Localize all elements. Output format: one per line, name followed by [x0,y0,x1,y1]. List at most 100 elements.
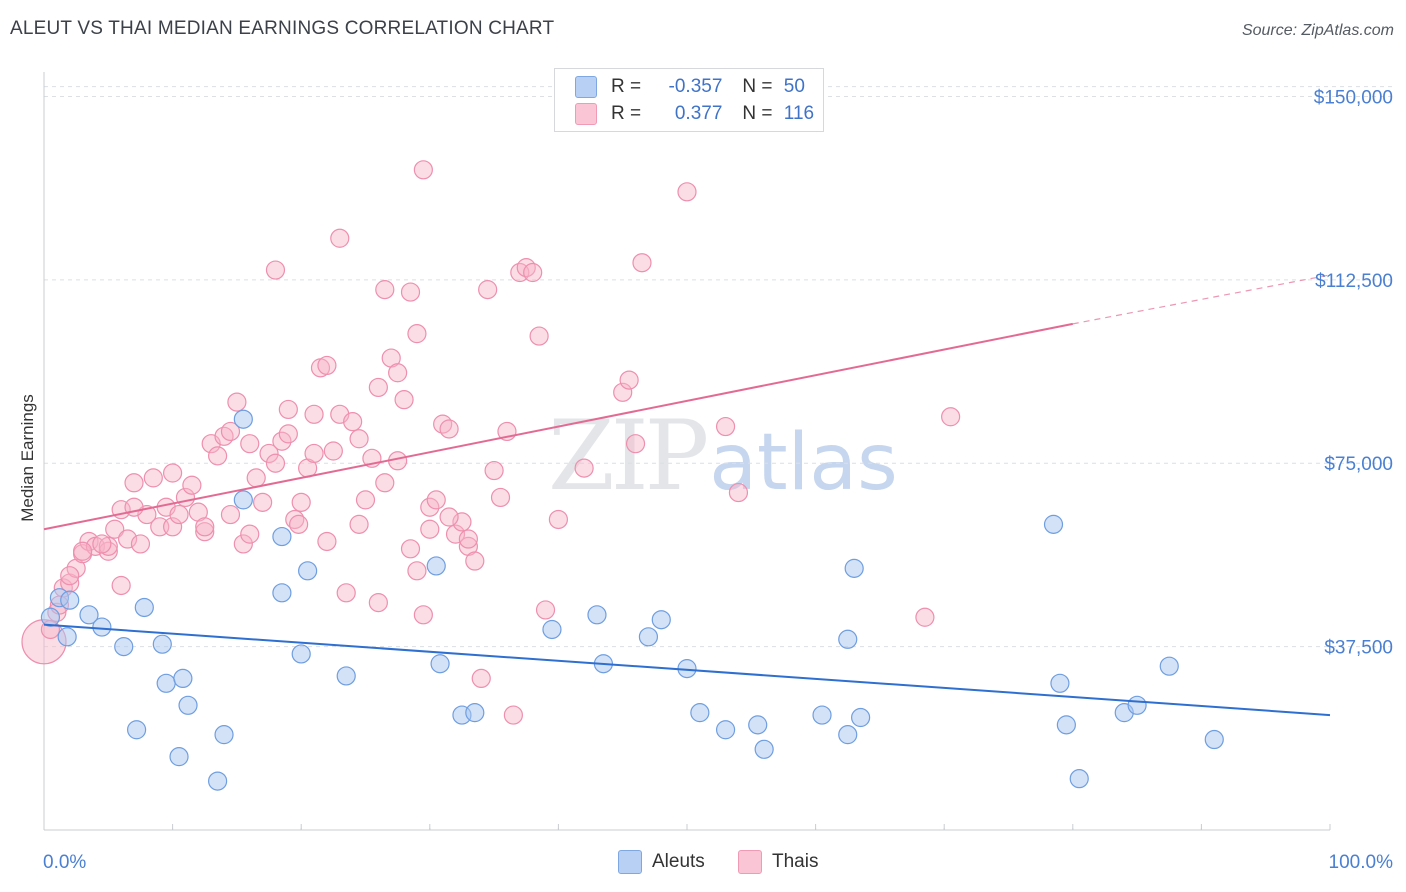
thai-point [632,253,652,273]
aleut-point [214,725,234,745]
thai-point [330,228,350,248]
aleut-point [812,705,832,725]
thai-point [117,529,138,549]
aleut-point [465,703,485,723]
thai-point [388,363,408,383]
thai-point [259,443,279,464]
thai-point [240,524,260,544]
thai-point [619,370,639,390]
thai-point [452,512,472,532]
thai-point [304,443,324,464]
y-tick-labels: $37,500 $75,000 $112,500 $150,000 [1314,87,1393,658]
bottom-aleut-label: Aleuts [652,851,705,872]
thai-point [195,517,215,537]
thai-swatch [575,103,597,125]
aleut-n-value: 50 [783,76,805,97]
thai-point [265,453,286,473]
thai-point [400,282,421,302]
aleut-r-label: R = [611,76,642,97]
thai-point [253,492,273,512]
thai-point [574,458,594,478]
aleut-point [336,666,356,686]
aleut-point [208,771,228,791]
thai-point [105,519,125,539]
grid-lines [44,86,1395,648]
thai-point [529,326,549,346]
thai-point [92,534,112,554]
aleut-point [178,695,198,715]
thai-point [355,490,376,510]
aleut-point [92,617,112,637]
thai-point [227,392,247,412]
aleut-point [60,590,80,610]
watermark: ZIPatlas [548,400,898,512]
thai-point [130,534,151,554]
thai-point [169,504,189,525]
thai-point [915,607,935,627]
aleut-series-points [40,409,1224,791]
aleut-point [1050,673,1070,693]
thai-point [182,475,202,495]
thai-point [677,182,697,202]
thai-point [349,514,369,534]
thai-point [317,531,337,552]
aleut-trend-line [43,623,1331,717]
thai-point [240,434,260,454]
aleut-point [430,654,450,674]
aleut-point [748,715,768,735]
thai-point [60,566,80,586]
legend-row-thai: R = 0.377 N = 116 [575,101,814,127]
thai-point [728,482,749,503]
thai-point [478,280,498,300]
aleut-point [1069,769,1089,789]
aleut-point [426,556,446,576]
thai-point [375,473,395,493]
aleut-point [838,629,858,649]
thai-point [368,377,388,398]
thai-point [143,468,163,488]
aleut-point [291,644,311,664]
thai-point [336,583,356,603]
thai-point [465,551,485,571]
chart-title: ALEUT VS THAI MEDIAN EARNINGS CORRELATIO… [10,18,555,39]
aleut-point [1056,715,1076,735]
aleut-point [134,597,154,618]
aleut-point [57,627,77,647]
thai-point [272,431,292,451]
aleut-point [651,610,671,630]
thai-point [484,460,504,481]
thai-point [349,429,369,449]
x-tick-label-max: 100.0% [1329,852,1394,873]
thai-trend-line [43,322,1073,531]
thai-point [625,434,646,454]
thai-point [278,399,298,420]
thai-point [490,487,511,508]
aleut-point [126,720,147,740]
thai-point [220,421,241,442]
aleut-point [587,605,607,625]
aleut-n-label: N = [742,76,773,97]
thai-point [420,497,440,517]
thai-point [535,600,556,620]
thai-point [413,160,433,180]
thai-point [439,507,459,527]
thai-trend-extension [1072,274,1331,325]
watermark-zip: ZIP [548,400,709,512]
thai-point [343,412,363,432]
thai-point [407,324,427,344]
aleut-point [754,739,774,759]
aleut-point [838,725,858,745]
thai-point [304,404,324,424]
thai-point [323,441,343,461]
aleut-point [40,607,61,627]
thai-n-label: N = [742,103,773,124]
aleut-point [542,619,562,640]
thai-point [613,382,633,402]
thai-point [208,446,228,466]
bottom-thai-swatch [738,850,762,874]
thai-point [407,561,427,581]
aleut-point [114,637,134,657]
thai-point [523,262,543,283]
thai-point [72,541,93,561]
aleut-point [1159,656,1179,676]
